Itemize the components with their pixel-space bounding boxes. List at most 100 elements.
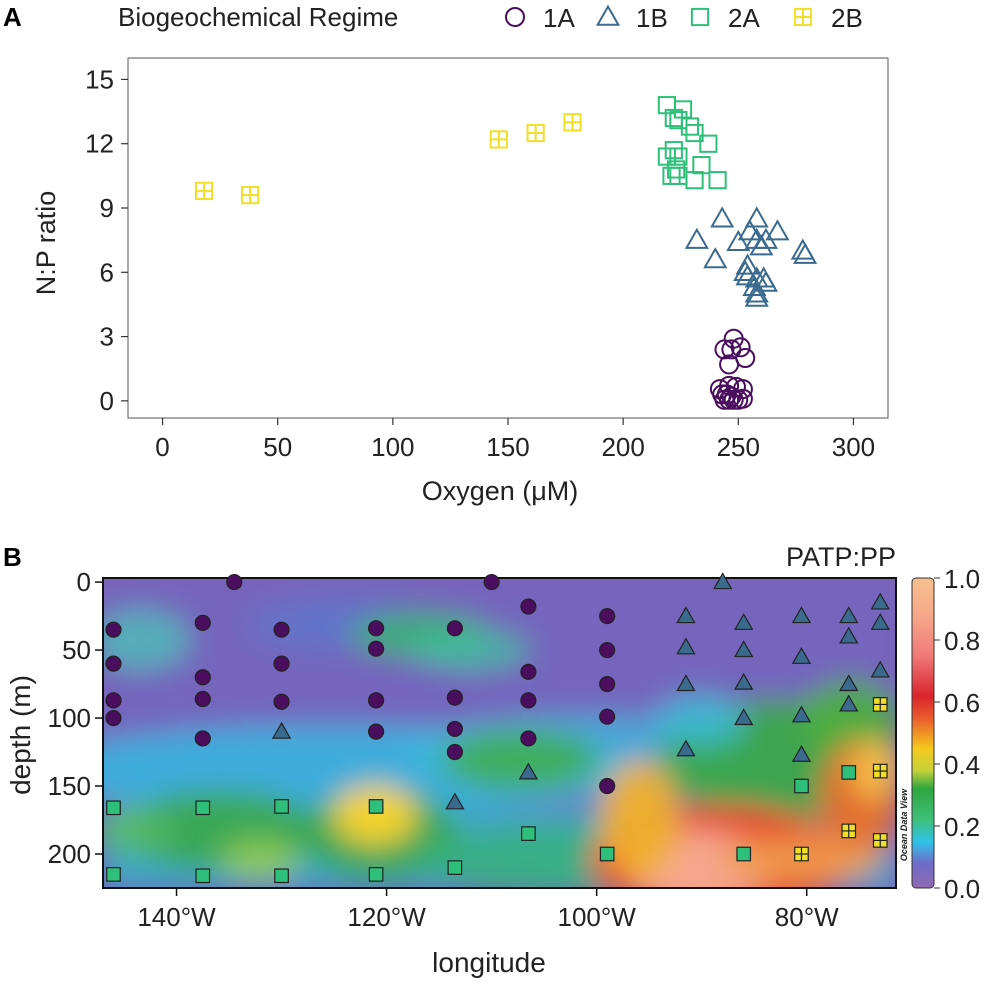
point-b-1a xyxy=(367,620,385,637)
point-b-2a xyxy=(195,800,211,816)
point-b-2b xyxy=(841,823,857,839)
colorbar-tick-label: 0.8 xyxy=(944,626,980,656)
point-a-1b xyxy=(744,281,769,303)
legend-label-1b: 1B xyxy=(636,3,668,33)
point-b-1b xyxy=(676,739,696,757)
point-b-2b xyxy=(794,846,809,862)
point-b-1a xyxy=(367,723,385,740)
a-y-tick-label: 6 xyxy=(100,257,114,287)
point-a-1b xyxy=(753,270,779,292)
point-b-1b xyxy=(791,606,812,624)
point-a-1a xyxy=(730,337,751,358)
point-a-2b xyxy=(194,181,214,200)
legend-marker-2a xyxy=(690,7,710,27)
point-b-1a xyxy=(105,655,122,672)
panel-b-letter: B xyxy=(3,542,22,572)
point-a-1a xyxy=(719,354,740,375)
point-b-1a xyxy=(520,663,537,680)
point-b-2a xyxy=(274,868,289,884)
point-b-1b xyxy=(839,606,859,624)
point-b-1a xyxy=(367,640,385,657)
point-a-2a xyxy=(699,134,718,153)
panel-b-x-label: longitude xyxy=(432,947,546,978)
point-a-1b xyxy=(684,227,709,249)
point-a-2b xyxy=(489,130,508,149)
point-b-1a xyxy=(446,720,463,738)
legend-label-2b: 2B xyxy=(831,3,863,33)
b-x-tick-label: 80°W xyxy=(775,902,839,932)
point-b-1b xyxy=(791,744,812,762)
b-x-tick-label: 140°W xyxy=(137,902,216,932)
point-a-1b xyxy=(793,242,818,264)
point-b-1b xyxy=(676,606,696,624)
point-b-1a xyxy=(520,692,537,709)
point-b-1a xyxy=(599,777,616,795)
point-b-1a xyxy=(226,573,243,591)
point-b-1a xyxy=(446,743,463,761)
a-y-tick-label: 12 xyxy=(85,129,114,159)
point-b-2a xyxy=(736,846,752,862)
point-b-1b xyxy=(676,674,696,692)
point-a-1b xyxy=(744,206,769,228)
point-b-2b xyxy=(872,697,888,712)
legend-item-1b: 1B xyxy=(595,3,668,33)
point-b-2a xyxy=(794,778,809,794)
point-b-1b xyxy=(676,637,696,655)
point-a-2a xyxy=(685,171,704,190)
point-a-2b xyxy=(526,123,545,143)
legend-marker-1a xyxy=(505,7,525,27)
b-y-tick-label: 150 xyxy=(48,771,91,801)
point-b-2a xyxy=(599,846,615,862)
panel-a-x-label: Oxygen (μM) xyxy=(422,476,579,506)
b-y-tick-label: 200 xyxy=(48,839,91,869)
point-b-1b xyxy=(734,613,754,630)
a-x-tick-label: 300 xyxy=(832,432,875,462)
a-x-tick-label: 0 xyxy=(155,432,169,462)
legend-title: Biogeochemical Regime xyxy=(118,2,398,32)
colorbar-watermark: Ocean Data View xyxy=(899,788,909,861)
point-a-1a xyxy=(732,388,753,409)
point-a-2b xyxy=(563,113,582,132)
point-a-2a xyxy=(708,171,727,190)
legend-marker-2b xyxy=(793,7,813,27)
b-y-tick-label: 100 xyxy=(48,703,91,733)
point-b-1b xyxy=(870,592,890,610)
a-y-tick-label: 9 xyxy=(100,193,114,223)
point-a-1b xyxy=(703,247,728,269)
point-b-2a xyxy=(195,868,211,884)
point-a-2a xyxy=(657,147,677,166)
point-a-2a xyxy=(664,141,683,160)
point-b-1a xyxy=(105,621,122,638)
point-b-1b xyxy=(791,705,812,723)
panel-b-heatmap-background xyxy=(103,578,896,888)
point-b-2a xyxy=(521,826,536,841)
point-a-2a xyxy=(680,117,700,136)
point-b-1a xyxy=(520,730,537,747)
point-b-1a xyxy=(194,690,211,708)
point-b-1b xyxy=(734,708,754,726)
point-b-1b xyxy=(734,672,754,690)
point-b-1a xyxy=(105,692,122,709)
legend-item-2a: 2A xyxy=(690,3,760,33)
point-b-1a xyxy=(194,730,211,747)
point-a-1b xyxy=(765,219,790,241)
point-b-1a xyxy=(446,620,463,637)
point-a-2a xyxy=(685,123,704,143)
legend-item-1a: 1A xyxy=(505,3,575,33)
a-x-tick-label: 100 xyxy=(371,432,414,462)
point-a-2a xyxy=(692,156,711,175)
point-a-2a xyxy=(669,147,688,166)
colorbar-gradient xyxy=(911,577,935,889)
point-a-1b xyxy=(744,227,769,249)
point-b-2b xyxy=(872,763,888,779)
point-b-1b xyxy=(271,721,292,739)
point-b-1a xyxy=(599,675,616,693)
legend-label-1a: 1A xyxy=(543,3,575,33)
point-b-2a xyxy=(106,800,121,816)
point-b-1a xyxy=(367,692,385,709)
point-b-1b xyxy=(734,640,754,658)
point-b-1b xyxy=(839,694,859,712)
b-y-tick-label: 0 xyxy=(77,567,91,597)
point-a-2b xyxy=(240,186,260,205)
